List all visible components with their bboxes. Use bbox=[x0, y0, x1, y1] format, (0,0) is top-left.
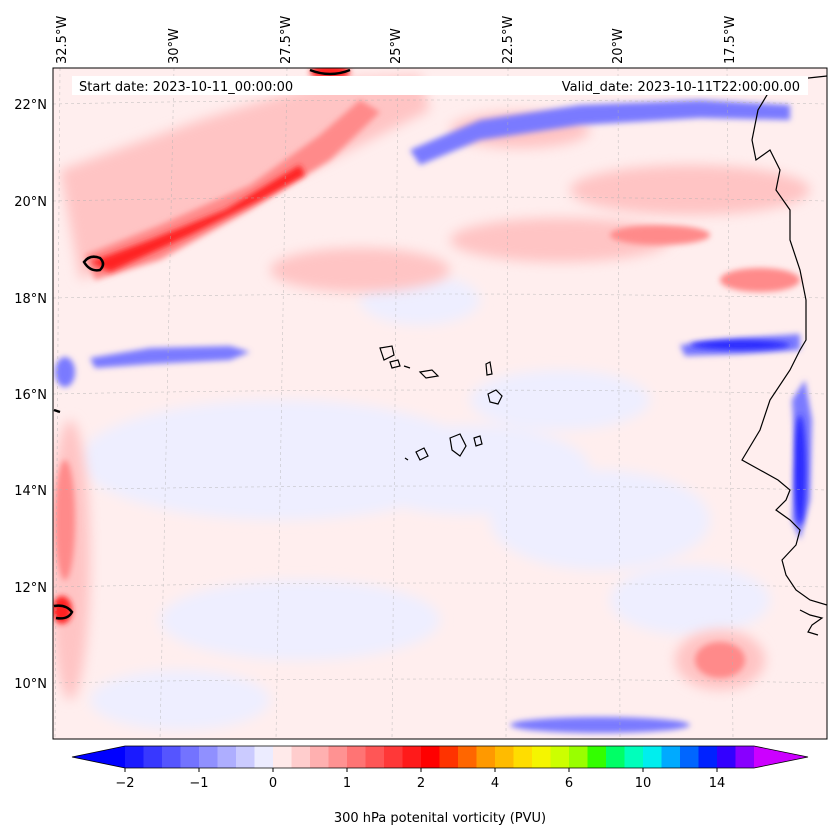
colorbar-swatch bbox=[643, 746, 662, 768]
colorbar-tick-label: 10 bbox=[635, 776, 652, 791]
pv-contours bbox=[53, 68, 351, 620]
pv-negative-strong bbox=[690, 340, 806, 525]
colorbar-swatch bbox=[384, 746, 403, 768]
colorbar-swatch bbox=[273, 746, 292, 768]
map-frame bbox=[52, 67, 828, 740]
colorbar-swatch bbox=[550, 746, 570, 768]
pv-negative-moderate bbox=[55, 100, 812, 733]
colorbar-swatch bbox=[735, 746, 755, 768]
colorbar-swatch bbox=[439, 746, 459, 768]
colorbar-swatch bbox=[291, 746, 311, 768]
colorbar-tick-label: 0 bbox=[269, 776, 277, 791]
colorbar-label: 300 hPa potenital vorticity (PVU) bbox=[334, 811, 546, 826]
colorbar-swatch bbox=[458, 746, 477, 768]
colorbar-tick-label: 6 bbox=[565, 776, 573, 791]
colorbar-swatch bbox=[254, 746, 274, 768]
colorbar-swatch bbox=[310, 746, 329, 768]
coastline bbox=[379, 75, 827, 636]
lon-label: 32.5°W bbox=[55, 16, 70, 64]
lon-label: 30°W bbox=[167, 28, 182, 64]
pv-negative-weak bbox=[80, 275, 770, 730]
lat-label: 18°N bbox=[14, 292, 47, 307]
colorbar-swatch bbox=[180, 746, 200, 768]
colorbar-swatch bbox=[365, 746, 385, 768]
title-bar bbox=[72, 76, 808, 95]
lat-label: 10°N bbox=[14, 677, 47, 692]
colorbar-swatch bbox=[347, 746, 366, 768]
colorbar-swatch bbox=[717, 746, 736, 768]
lon-label: 25°W bbox=[389, 28, 404, 64]
lat-label: 22°N bbox=[14, 98, 47, 113]
lat-label: 14°N bbox=[14, 484, 47, 499]
colorbar-swatches bbox=[125, 746, 755, 768]
colorbar-swatch bbox=[624, 746, 644, 768]
colorbar-swatch bbox=[606, 746, 625, 768]
colorbar-swatch bbox=[236, 746, 255, 768]
lon-label: 17.5°W bbox=[723, 16, 738, 64]
colorbar-tick-label: 1 bbox=[343, 776, 351, 791]
lon-label: 22.5°W bbox=[501, 16, 516, 64]
colorbar: −2 −1 0 1 2 4 6 10 14 300 hPa potenital vorticit… bbox=[71, 745, 809, 826]
colorbar-swatch bbox=[328, 746, 348, 768]
colorbar-swatch bbox=[513, 746, 533, 768]
latitude-labels: 22°N 20°N 18°N 16°N 14°N 12°N 10°N bbox=[14, 98, 47, 692]
graticule bbox=[53, 68, 827, 739]
lon-label: 27.5°W bbox=[279, 16, 294, 64]
valid-date-label: Valid_date: 2023-10-11T22:00:00.00 bbox=[562, 80, 800, 95]
colorbar-swatch bbox=[661, 746, 681, 768]
colorbar-over-arrow bbox=[754, 746, 808, 768]
colorbar-swatch bbox=[680, 746, 699, 768]
colorbar-swatch bbox=[143, 746, 163, 768]
longitude-labels: 32.5°W 30°W 27.5°W 25°W 22.5°W 20°W 17.5… bbox=[55, 16, 738, 64]
lat-label: 12°N bbox=[14, 581, 47, 596]
colorbar-swatch bbox=[402, 746, 422, 768]
colorbar-swatch bbox=[532, 746, 551, 768]
colorbar-swatch bbox=[217, 746, 237, 768]
colorbar-ticks: −2 −1 0 1 2 4 6 10 14 bbox=[115, 768, 725, 791]
colorbar-swatch bbox=[421, 746, 440, 768]
start-date-label: Start date: 2023-10-11_00:00:00 bbox=[79, 80, 293, 95]
colorbar-swatch bbox=[162, 746, 181, 768]
colorbar-tick-label: −1 bbox=[189, 776, 208, 791]
colorbar-under-arrow bbox=[72, 746, 125, 768]
lat-label: 16°N bbox=[14, 388, 47, 403]
colorbar-swatch bbox=[125, 746, 144, 768]
colorbar-swatch bbox=[587, 746, 607, 768]
lat-label: 20°N bbox=[14, 195, 47, 210]
colorbar-tick-label: 14 bbox=[709, 776, 726, 791]
pv-field bbox=[53, 68, 827, 739]
colorbar-swatch bbox=[569, 746, 588, 768]
colorbar-swatch bbox=[199, 746, 218, 768]
colorbar-tick-label: −2 bbox=[115, 776, 134, 791]
colorbar-swatch bbox=[476, 746, 496, 768]
map-panel: Start date: 2023-10-11_00:00:00 Valid_da… bbox=[14, 16, 828, 740]
colorbar-tick-label: 4 bbox=[491, 776, 499, 791]
colorbar-tick-label: 2 bbox=[417, 776, 425, 791]
colorbar-swatch bbox=[495, 746, 514, 768]
colorbar-swatch bbox=[698, 746, 718, 768]
lon-label: 20°W bbox=[611, 28, 626, 64]
